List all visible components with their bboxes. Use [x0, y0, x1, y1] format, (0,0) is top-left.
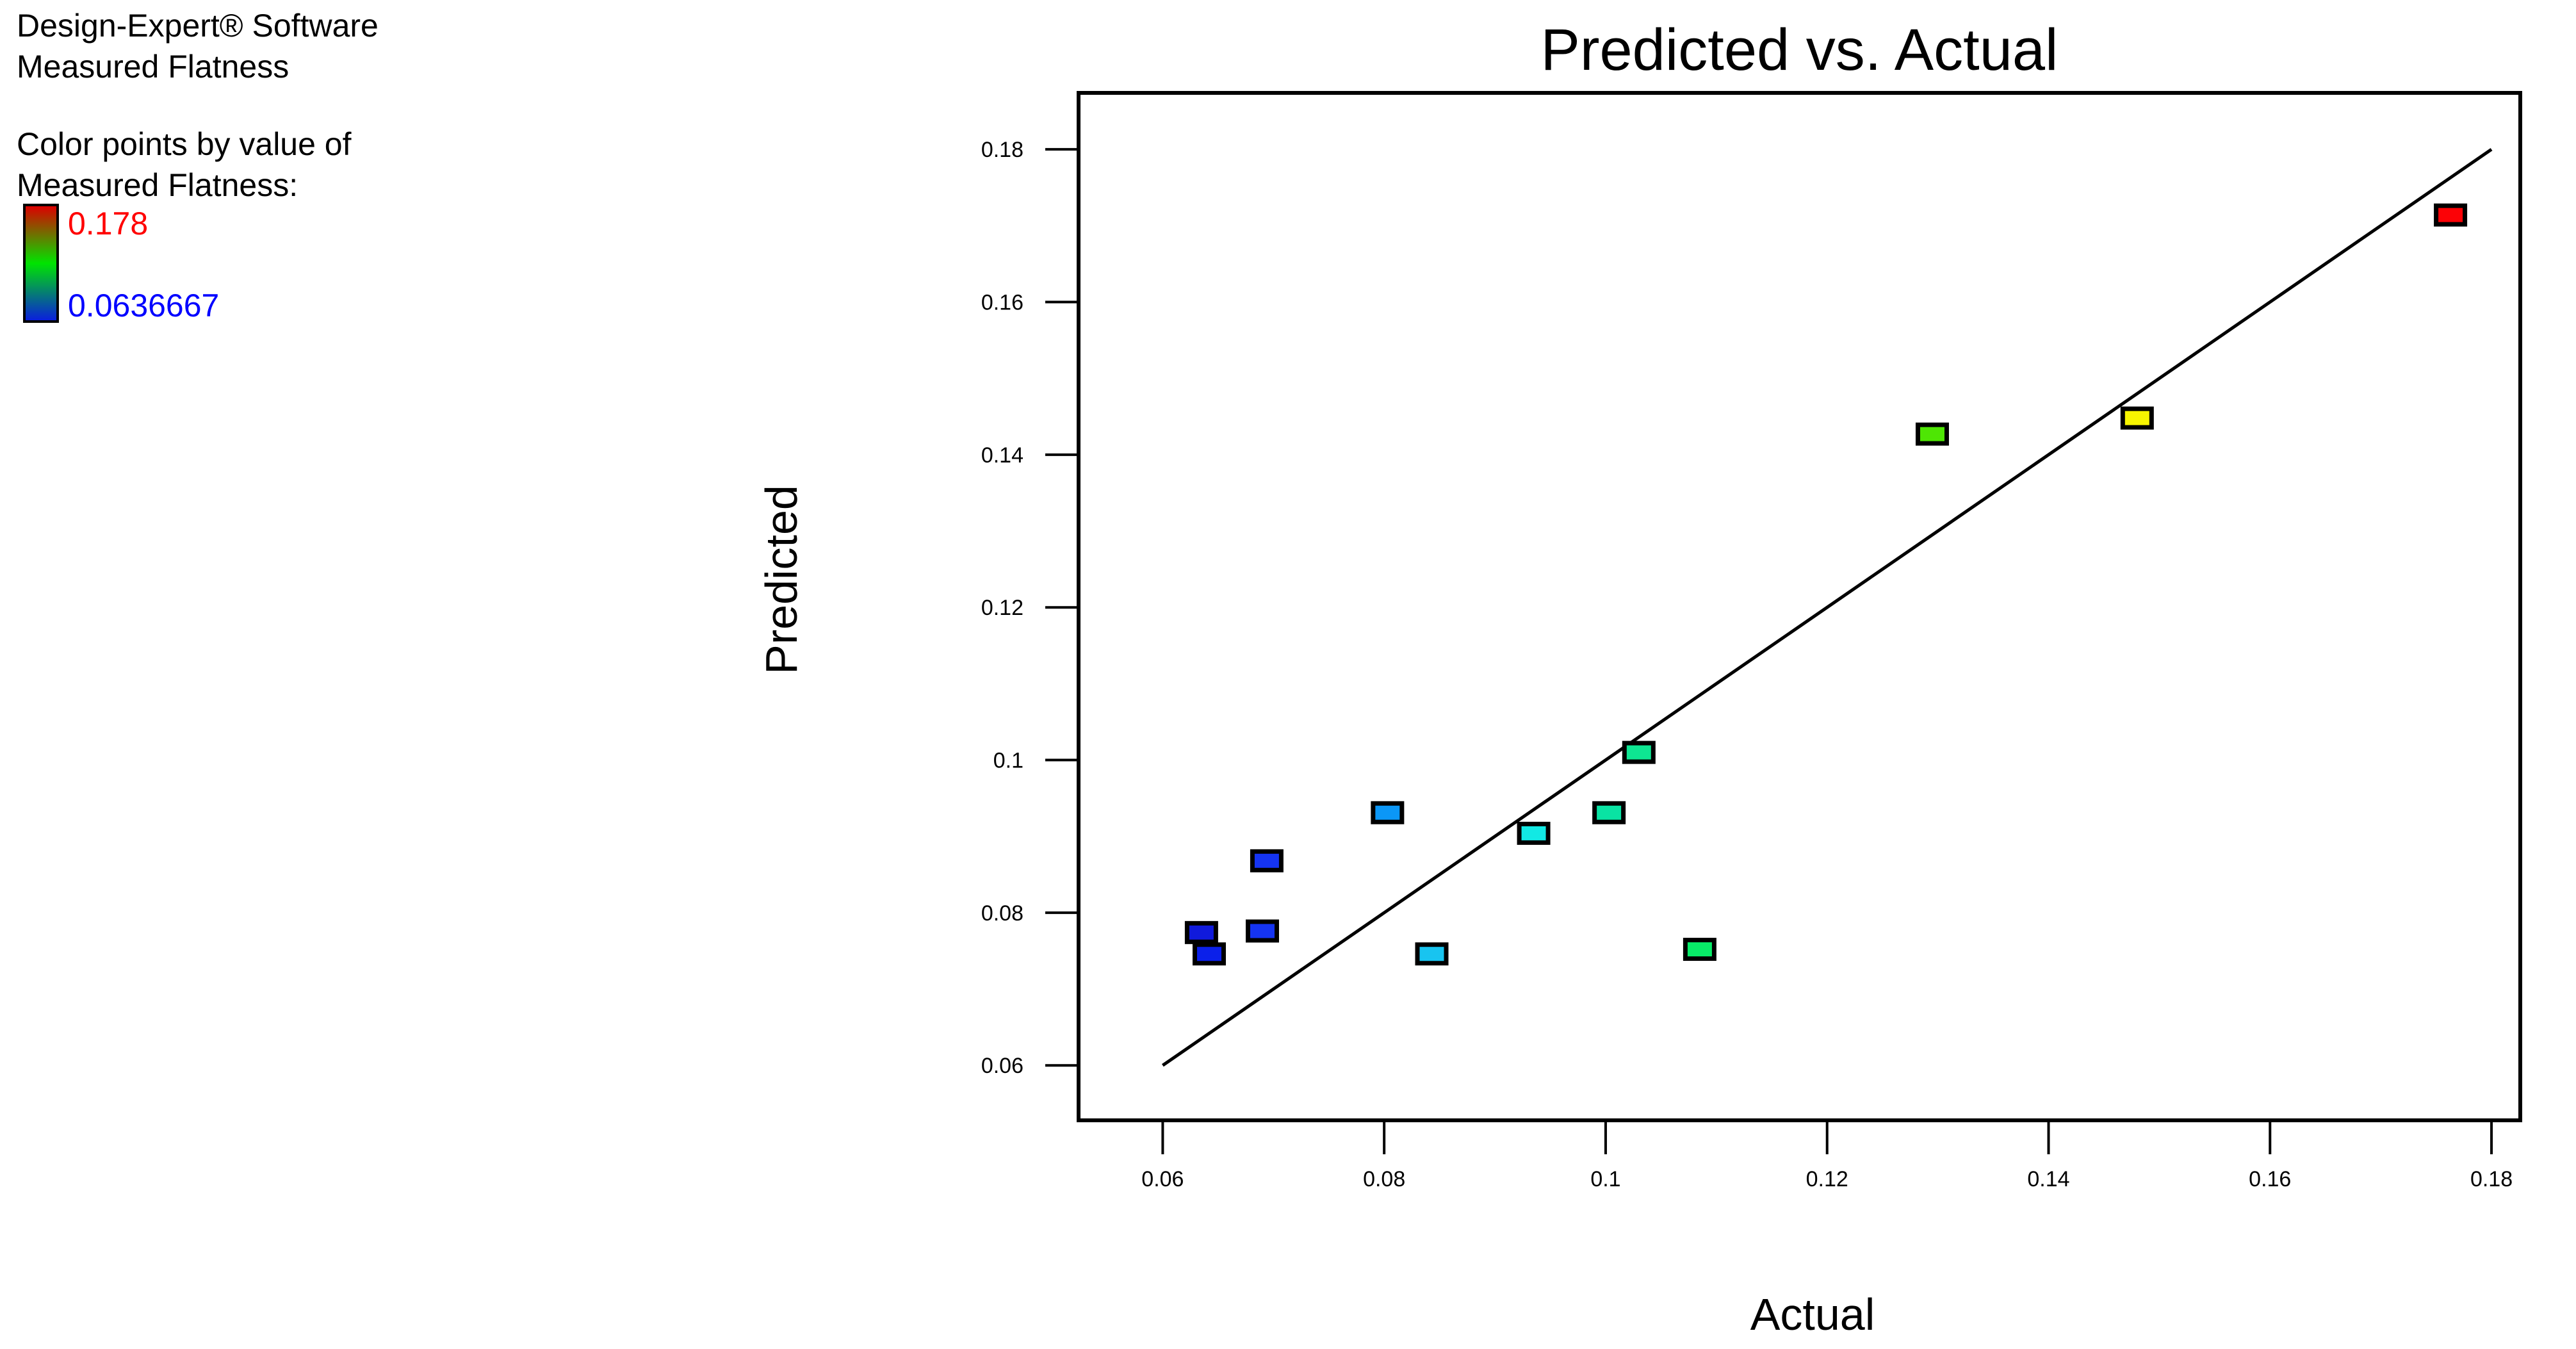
data-point[interactable] — [1683, 938, 1716, 961]
data-point[interactable] — [1250, 849, 1284, 872]
data-point[interactable] — [1245, 919, 1279, 943]
data-point[interactable] — [1193, 942, 1227, 966]
data-point[interactable] — [1184, 920, 1218, 944]
data-point[interactable] — [2120, 406, 2154, 430]
plot-frame — [1077, 91, 2522, 1122]
chart-title: Predicted vs. Actual — [1540, 17, 2058, 83]
color-by-caption-line1: Color points by value of — [17, 126, 352, 162]
data-point[interactable] — [1517, 821, 1551, 845]
color-gradient-bar — [23, 204, 59, 323]
identity-line — [1161, 148, 2493, 1067]
y-tick-label: 0.16 — [981, 291, 1023, 315]
y-tick-label: 0.12 — [981, 596, 1023, 620]
x-axis-title: Actual — [1750, 1289, 1875, 1339]
y-tick-label: 0.08 — [981, 901, 1023, 926]
x-tick-label: 0.16 — [2249, 1167, 2291, 1191]
data-point[interactable] — [2434, 203, 2468, 227]
y-tick-label: 0.06 — [981, 1054, 1023, 1078]
data-point[interactable] — [1592, 801, 1626, 824]
legend-max-value: 0.178 — [68, 206, 149, 241]
legend-min-value: 0.0636667 — [68, 288, 220, 323]
data-point[interactable] — [1415, 942, 1449, 966]
data-point[interactable] — [1371, 801, 1405, 824]
data-point[interactable] — [1622, 740, 1656, 764]
software-name: Design-Expert® Software — [17, 8, 379, 44]
x-tick-label: 0.12 — [1806, 1167, 1848, 1191]
data-point[interactable] — [1915, 422, 1949, 446]
response-name: Measured Flatness — [17, 49, 289, 85]
x-tick-label: 0.1 — [1590, 1167, 1620, 1191]
x-tick-label: 0.18 — [2470, 1167, 2513, 1191]
y-tick-label: 0.1 — [993, 749, 1023, 773]
x-tick-label: 0.08 — [1363, 1167, 1405, 1191]
color-by-caption-line2: Measured Flatness: — [17, 167, 298, 203]
x-tick-label: 0.14 — [2027, 1167, 2069, 1191]
y-tick-label: 0.18 — [981, 138, 1023, 162]
y-tick-label: 0.14 — [981, 443, 1023, 468]
x-tick-label: 0.06 — [1141, 1167, 1184, 1191]
